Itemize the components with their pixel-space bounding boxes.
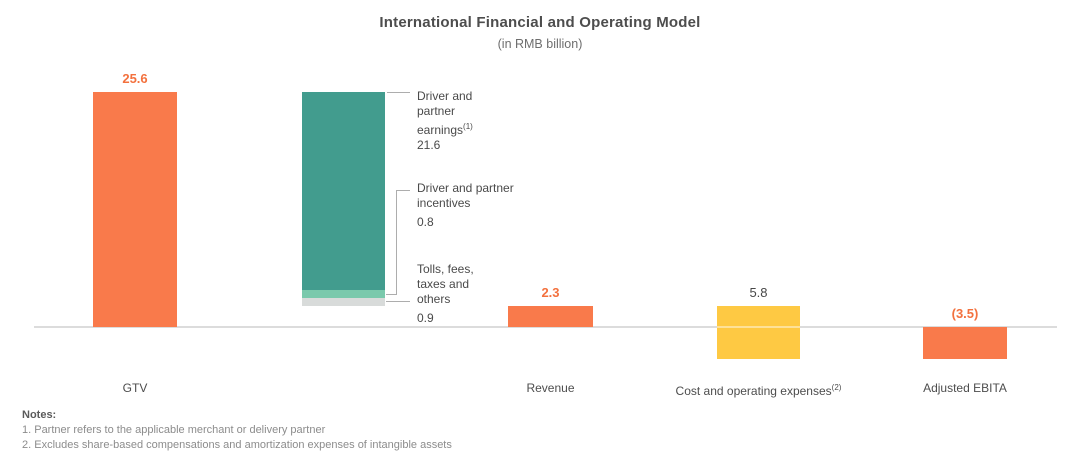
bar-revenue [508,305,593,327]
axis-overlap-highlight [717,326,800,328]
segment-driver-partner-incentives [302,290,385,298]
category-label-cost: Cost and operating expenses(2) [647,381,870,398]
segment-driver-partner-earnings [302,91,385,291]
callout-driver-partner-incentives: Driver and partner incentives 0.8 [417,181,547,230]
category-label-gtv: GTV [23,381,247,395]
chart-subtitle: (in RMB billion) [497,37,583,51]
bar-gtv [93,91,177,327]
category-text: Cost and operating expenses [675,384,832,398]
notes-heading: Notes: [22,409,57,421]
chart-title: International Financial and Operating Mo… [379,14,701,31]
callout-connector-earnings [387,92,410,93]
bar-cost-operating-expenses [717,305,800,360]
callout-connector-incentives-vertical [396,190,397,295]
value-label-gtv: 25.6 [122,70,148,86]
value-label-revenue: 2.3 [541,284,560,300]
callout-text: Tolls, fees, taxes and others 0.9 [417,262,474,325]
footnote-marker: (2) [831,383,842,392]
category-text: GTV [122,381,148,395]
note-item-2: 2. Excludes share-based compensations an… [22,439,452,451]
callout-text: Driver and partner earnings [417,89,473,137]
footnote-marker: (1) [463,122,473,131]
segment-tolls-fees-taxes-others [302,297,385,306]
x-axis-line [34,326,1057,328]
value-label-adjusted-ebita: (3.5) [951,306,979,321]
value-label-cost: 5.8 [749,284,768,300]
callout-text: Driver and partner incentives 0.8 [417,181,514,229]
callout-connector-tolls [386,301,410,302]
callout-connector-incentives-to-bar [386,294,396,295]
category-text: Revenue [526,381,575,395]
note-item-1: 1. Partner refers to the applicable merc… [22,424,326,436]
category-label-adjusted-ebita: Adjusted EBITA [853,381,1077,395]
callout-tolls-fees-taxes-others: Tolls, fees, taxes and others 0.9 [417,262,547,326]
bar-gtv-components-stack [302,91,385,306]
callout-connector-incentives-top [397,190,410,191]
notes-block: Notes: 1. Partner refers to the applicab… [22,408,452,453]
bar-adjusted-ebita [923,327,1007,360]
category-label-revenue: Revenue [438,381,663,395]
callout-driver-partner-earnings: Driver and partner earnings(1) 21.6 [417,89,547,153]
callout-value: 21.6 [417,138,441,152]
category-text: Adjusted EBITA [923,381,1007,395]
